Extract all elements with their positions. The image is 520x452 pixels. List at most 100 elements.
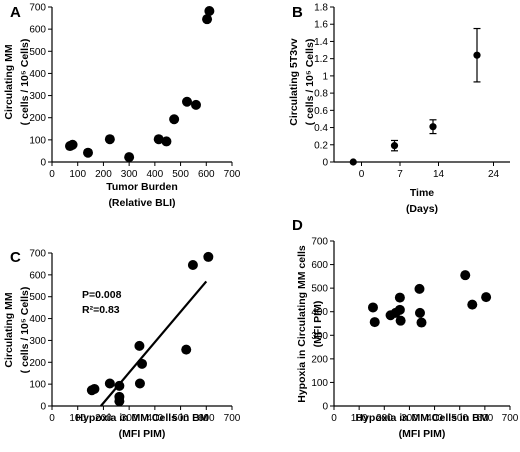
x-tick-label: 500: [172, 413, 189, 424]
data-point: [202, 14, 213, 25]
x-axis-title: Hypoxia in MM Cells in BM: [75, 412, 208, 424]
x-axis-subtitle: (MFI PIM): [119, 428, 166, 440]
y-tick-label: 0.4: [314, 123, 328, 134]
x-tick-label: 0: [49, 169, 55, 180]
x-tick-label: 600: [198, 169, 215, 180]
x-tick-label: 300: [401, 413, 418, 424]
x-tick-label: 14: [433, 169, 445, 180]
y-tick-label: 600: [311, 260, 328, 271]
y-tick-label: 0: [40, 402, 46, 413]
y-tick-label: 1: [322, 71, 328, 82]
x-tick-label: 0: [331, 413, 337, 424]
data-point: [414, 283, 425, 294]
y-tick-label: 0: [40, 158, 46, 169]
data-point: [414, 307, 425, 318]
data-point: [83, 147, 93, 158]
y-tick-label: 1.4: [314, 37, 328, 48]
x-tick-label: 100: [69, 169, 86, 180]
panel-b: B 0 7 14 24 0 0.2 0.4 0.6 0.8 1 1.2 1.4 1.6 1.8 Time (Da…: [288, 3, 510, 215]
y-axis-subtitle: ( cells / 10⁵ Cells): [19, 287, 31, 374]
y-tick-label: 500: [311, 284, 328, 295]
y-tick-label: 500: [29, 47, 46, 58]
y-tick-label: 1.8: [314, 3, 328, 14]
panel-c: C 0 100 200 300 400 500 600 700 0 100 200 300 400 500 6…: [3, 249, 241, 441]
x-tick-label: 600: [198, 413, 215, 424]
data-point: [137, 358, 147, 369]
x-tick-label: 700: [224, 169, 241, 180]
x-axis-title: Hypoxia in MM Cells in BM: [355, 412, 488, 424]
y-axis-subtitle: ( cells / 10⁵ Cells): [304, 39, 316, 126]
panel-letter: C: [10, 249, 21, 266]
panel-letter: B: [292, 4, 303, 21]
y-tick-label: 600: [29, 25, 46, 36]
data-point: [467, 299, 478, 310]
y-tick-label: 0: [322, 402, 328, 413]
x-tick-label: 24: [488, 169, 500, 180]
y-tick-label: 0.8: [314, 89, 328, 100]
y-tick-label: 1.6: [314, 20, 328, 31]
data-point: [394, 304, 405, 315]
panel-d: D 0 100 200 300 400 500 600 700 0 100 200 300 400 500 6…: [292, 217, 519, 440]
x-tick-label: 300: [121, 413, 138, 424]
y-axis-title: Circulating MM: [3, 44, 15, 120]
data-point: [124, 152, 135, 163]
data-point: [104, 378, 115, 389]
x-tick-label: 600: [477, 413, 494, 424]
x-tick-label: 7: [397, 169, 403, 180]
data-point: [161, 136, 172, 147]
data-point: [460, 270, 471, 281]
data-point: [204, 5, 215, 16]
data-point: [473, 51, 481, 59]
x-tick-label: 200: [376, 413, 393, 424]
panel-letter: D: [292, 217, 303, 234]
y-tick-label: 600: [29, 270, 46, 281]
y-tick-label: 300: [29, 91, 46, 102]
y-tick-label: 700: [29, 249, 46, 260]
y-tick-label: 0.2: [314, 140, 328, 151]
data-point: [182, 96, 192, 107]
y-tick-label: 100: [29, 135, 46, 146]
data-point: [395, 315, 406, 326]
data-point: [429, 123, 437, 131]
y-tick-label: 700: [29, 3, 46, 14]
x-tick-label: 400: [147, 169, 164, 180]
y-tick-label: 0.6: [314, 106, 328, 117]
x-axis-subtitle: (Relative BLI): [108, 197, 175, 209]
data-point: [169, 114, 180, 125]
x-tick-label: 700: [224, 413, 241, 424]
y-axis-title: Hypoxia in Circulating MM cells: [296, 245, 308, 403]
y-tick-label: 700: [311, 237, 328, 248]
y-axis-subtitle: (MFI PIM): [312, 301, 324, 348]
data-point: [134, 340, 145, 351]
y-tick-label: 100: [311, 378, 328, 389]
x-tick-label: 400: [147, 413, 164, 424]
x-tick-label: 200: [95, 413, 112, 424]
panel-a: A 0 100 200 300 400 500 600 700 0 100 200 300 400 500 6…: [3, 3, 241, 210]
data-point: [187, 260, 198, 271]
y-tick-label: 400: [29, 314, 46, 325]
data-point: [191, 99, 201, 110]
x-tick-label: 0: [49, 413, 55, 424]
stat-annotation: P=0.008: [82, 289, 122, 301]
y-tick-label: 200: [311, 354, 328, 365]
data-point: [349, 158, 357, 166]
y-tick-label: 100: [29, 380, 46, 391]
x-tick-label: 400: [426, 413, 443, 424]
y-tick-label: 300: [311, 331, 328, 342]
x-tick-label: 700: [502, 413, 519, 424]
y-axis-title: Circulating 5T3vv: [288, 38, 300, 126]
data-point: [416, 317, 427, 328]
x-tick-label: 300: [121, 169, 138, 180]
x-axis-title: Tumor Burden: [106, 181, 178, 193]
x-axis-subtitle: (MFI PIM): [399, 428, 446, 440]
y-tick-label: 1.2: [314, 54, 328, 65]
y-tick-label: 400: [311, 307, 328, 318]
data-point: [367, 302, 378, 313]
data-point: [67, 139, 78, 150]
data-point: [114, 380, 125, 391]
data-point: [369, 317, 380, 328]
y-tick-label: 300: [29, 336, 46, 347]
data-point: [104, 134, 115, 145]
x-tick-label: 500: [172, 169, 189, 180]
